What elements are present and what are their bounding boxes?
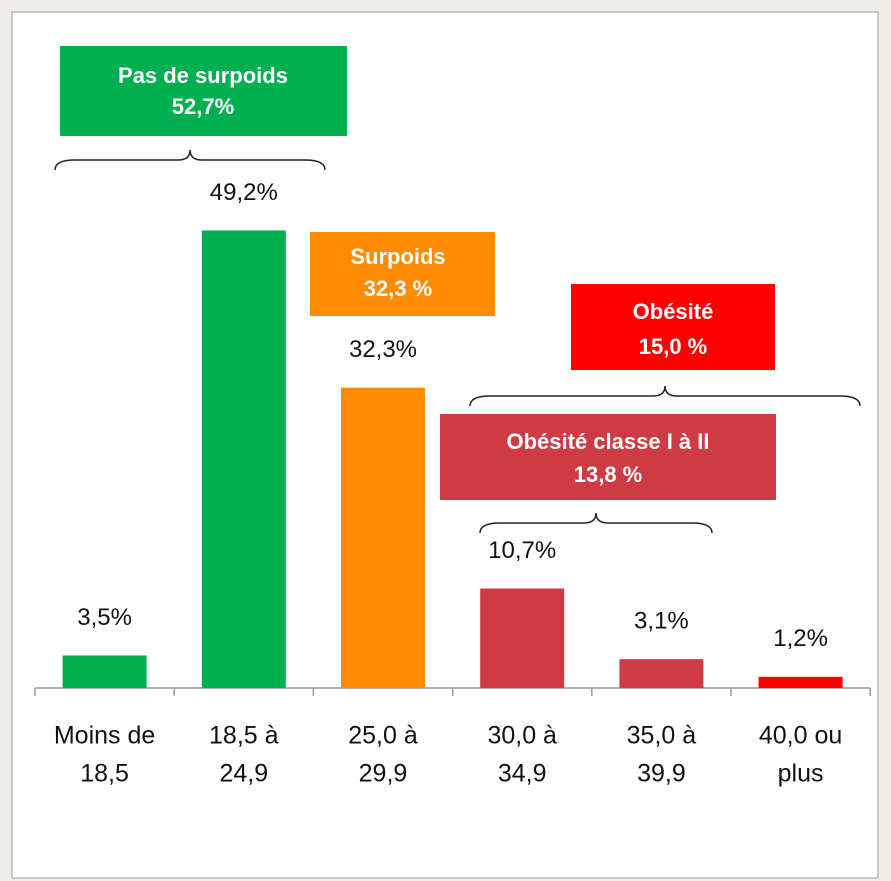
annotation-box (440, 414, 776, 500)
value-label: 10,7% (488, 537, 556, 564)
bracket (54, 149, 326, 171)
x-tick-label: 34,9 (498, 760, 547, 788)
annotation-text: 32,3 % (364, 276, 433, 301)
annotation-text: 13,8 % (574, 462, 643, 487)
annotation-text: 52,7% (172, 94, 234, 119)
value-label: 1,2% (773, 625, 828, 652)
value-label: 49,2% (210, 179, 278, 206)
annotation-text: Obésité classe I à II (506, 429, 709, 454)
x-tick-label: Moins de (54, 722, 155, 750)
bar (619, 659, 704, 688)
x-tick-label: 40,0 ou (759, 722, 842, 750)
annotation-box (310, 232, 495, 316)
annotation-text: 15,0 % (639, 334, 708, 359)
x-tick-label: 24,9 (219, 760, 268, 788)
bracket (479, 512, 713, 534)
bar (758, 676, 843, 688)
x-tick-label: 29,9 (359, 760, 408, 788)
value-label: 3,1% (634, 608, 689, 635)
bar (62, 655, 147, 688)
annotation-box (571, 284, 775, 370)
annotation-text: Obésité (633, 299, 714, 324)
annotation-text: Pas de surpoids (118, 63, 288, 88)
x-tick-label: 18,5 à (209, 722, 279, 750)
x-tick-label: 25,0 à (348, 722, 418, 750)
x-tick-label: 30,0 à (487, 722, 557, 750)
bar (480, 588, 565, 688)
x-tick-label: 35,0 à (627, 722, 697, 750)
value-label: 32,3% (349, 336, 417, 363)
x-tick-label: plus (778, 760, 824, 788)
bar (341, 387, 425, 688)
x-tick-label: 39,9 (637, 760, 686, 788)
bracket (469, 385, 861, 407)
bar (201, 230, 286, 688)
x-tick-label: 18,5 (80, 760, 129, 788)
annotation-text: Surpoids (350, 244, 445, 269)
value-label: 3,5% (77, 604, 132, 631)
annotation-box (60, 46, 347, 136)
